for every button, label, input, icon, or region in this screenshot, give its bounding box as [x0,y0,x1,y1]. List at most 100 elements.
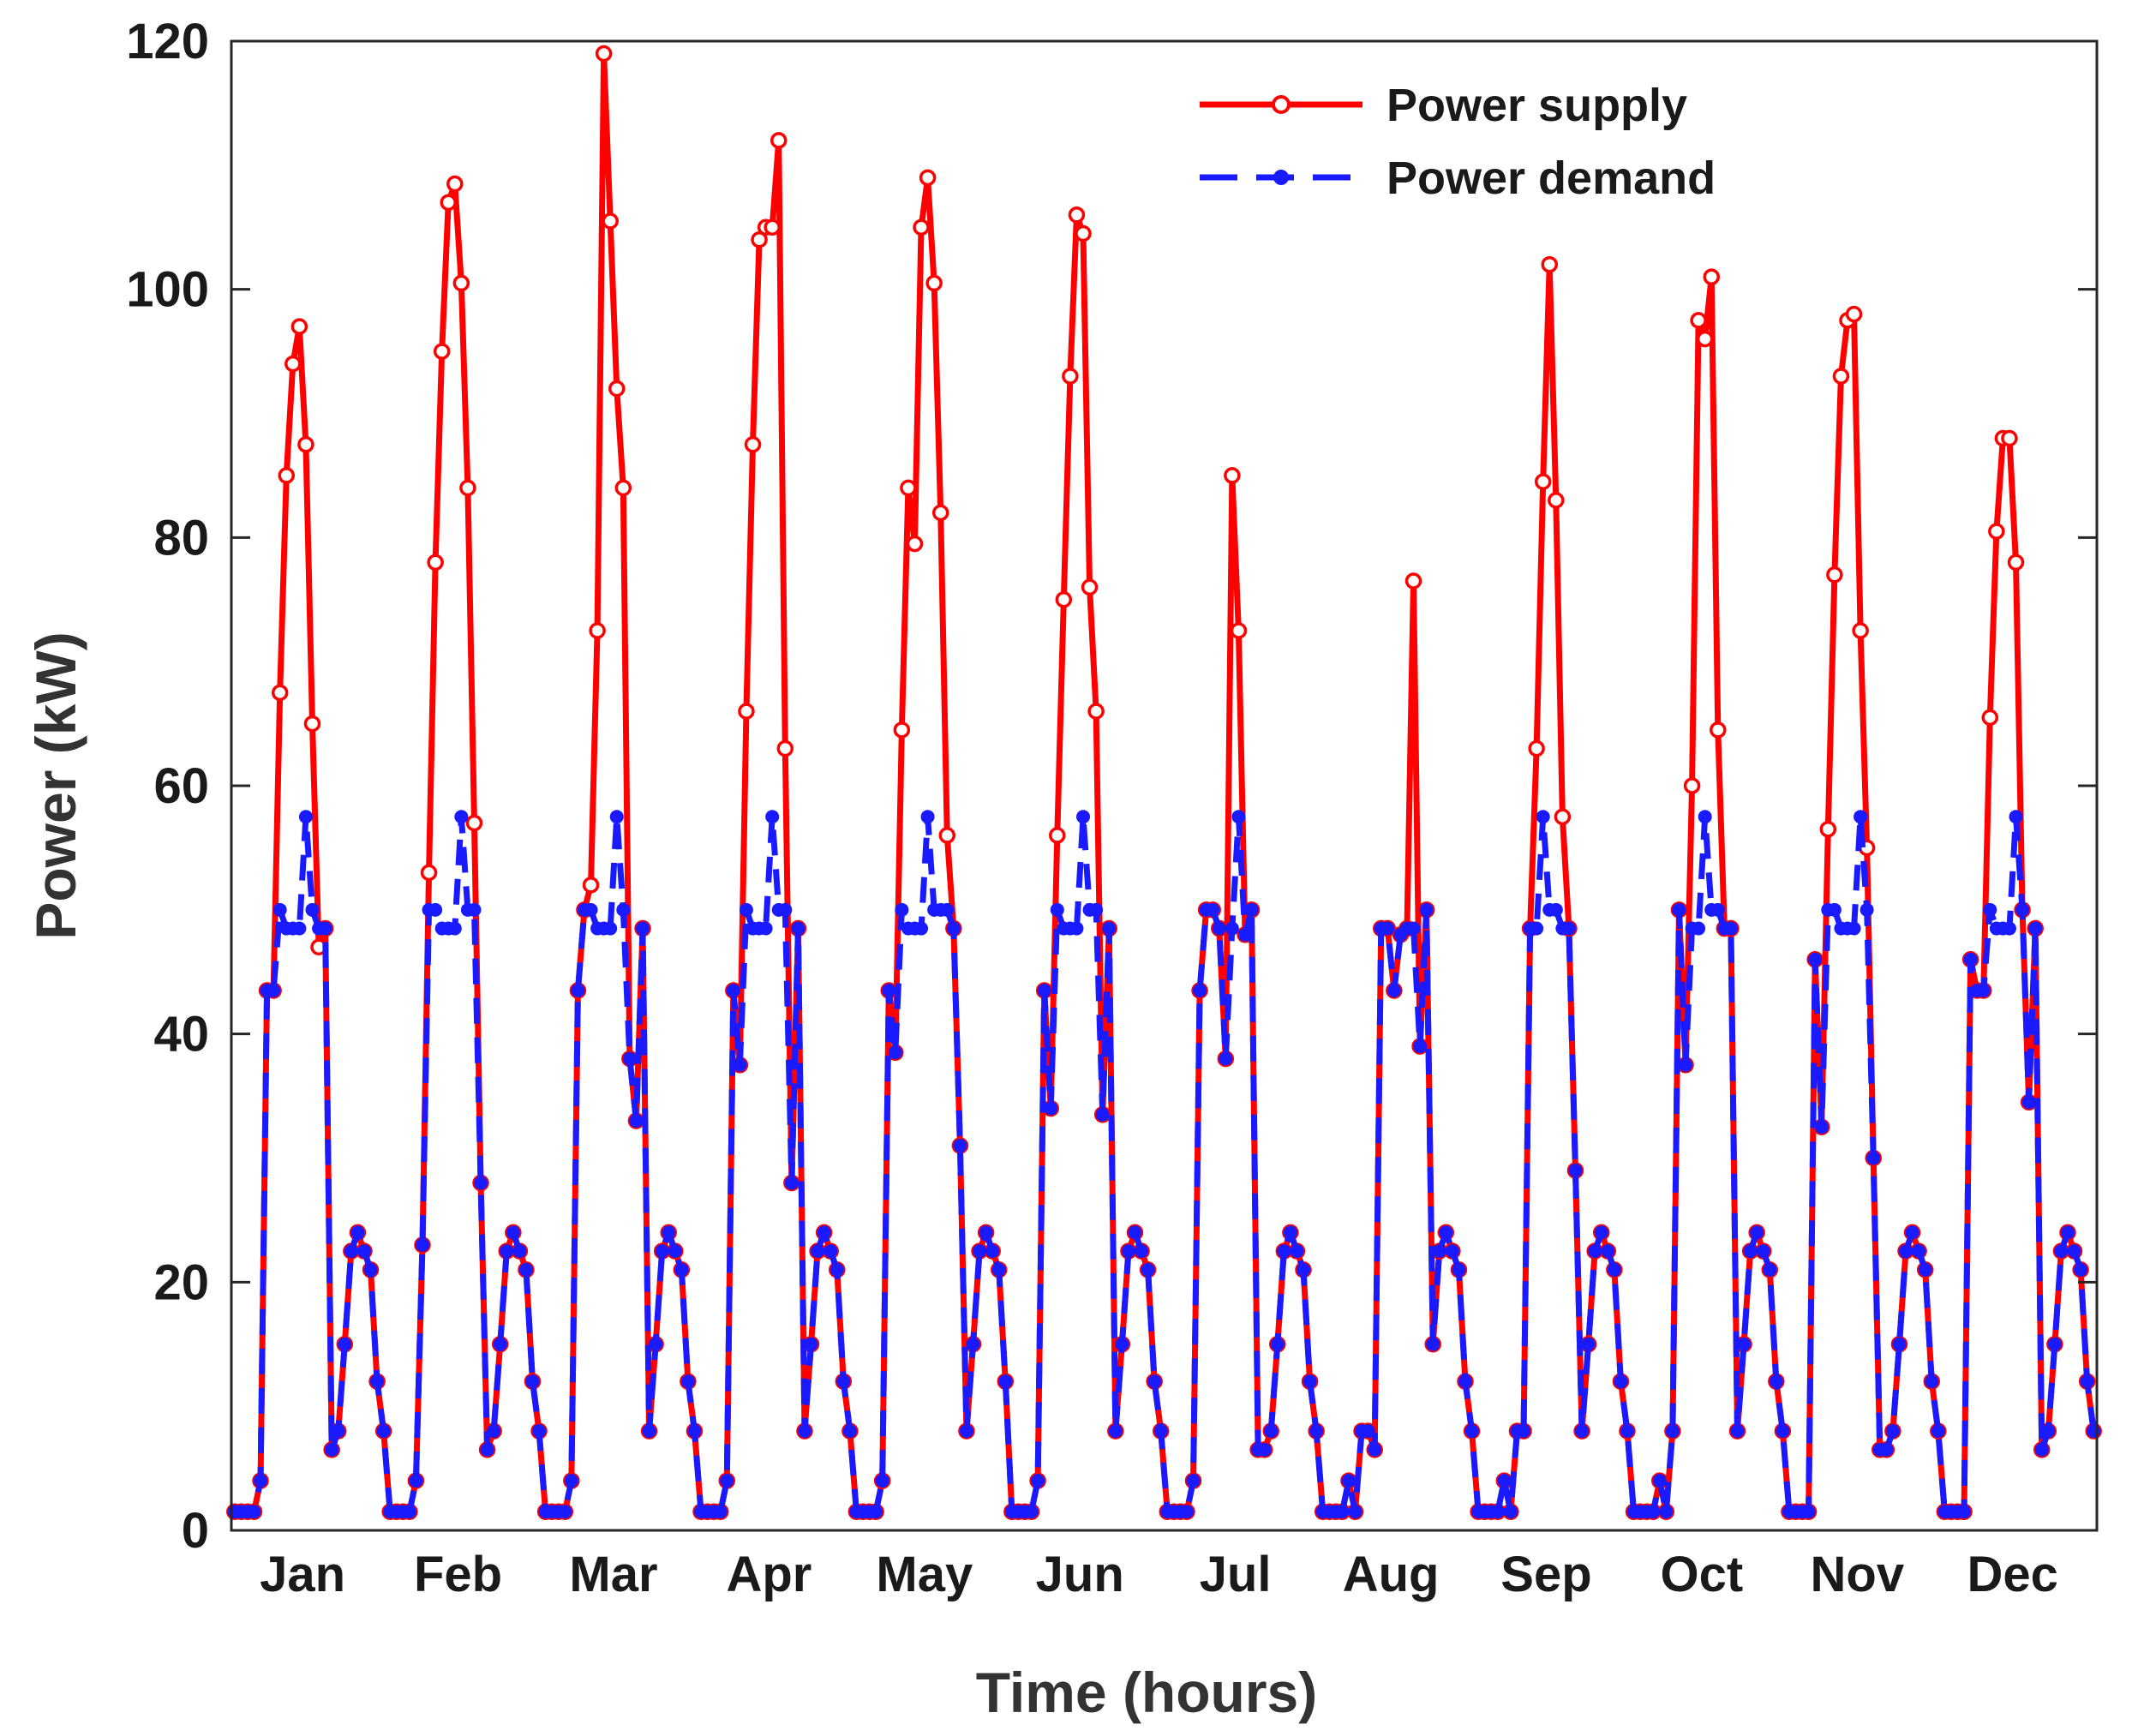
y-tick-label: 80 [153,510,209,566]
demand-point [272,902,287,917]
demand-point [1069,921,1084,936]
demand-point [1769,1374,1783,1389]
demand-point [1270,1337,1285,1351]
demand-point [1193,983,1207,997]
demand-point [1024,1505,1039,1519]
demand-point [1918,1262,1932,1277]
demand-point [1581,1337,1596,1351]
supply-point [1404,572,1422,590]
demand-point [979,1225,993,1240]
supply-point [893,721,911,739]
x-axis-title: Time (hours) [976,1661,1317,1724]
month-label-nov: Nov [1811,1547,1905,1602]
demand-point [1776,1424,1790,1439]
demand-point [1568,1163,1583,1177]
demand-point [875,1474,889,1488]
demand-point [1102,921,1117,936]
demand-point [765,810,780,824]
demand-point [525,1374,540,1389]
demand-point [428,902,443,917]
supply-point [1826,566,1843,584]
supply-point [2001,429,2018,447]
month-label-sep: Sep [1500,1547,1591,1602]
demand-point [1419,902,1434,917]
demand-point [247,1505,261,1519]
demand-point [998,1374,1013,1389]
supply-point [900,479,917,497]
demand-point [1860,902,1874,917]
demand-point [2015,902,2030,917]
demand-point [2028,921,2043,936]
demand-point [1698,810,1712,824]
demand-point [1257,1442,1272,1457]
demand-point [487,1424,501,1439]
demand-point [946,921,961,936]
supply-point [906,535,924,553]
supply-point [1819,820,1837,838]
supply-point [1081,578,1099,596]
demand-point [356,1244,371,1259]
demand-point [1646,1505,1661,1519]
supply-point [459,479,476,497]
supply-point [1087,703,1105,720]
demand-point [1885,1424,1900,1439]
demand-point [532,1424,547,1439]
supply-point [931,504,949,522]
demand-point [415,1237,429,1252]
demand-point [1925,1374,1939,1389]
demand-point [1335,1505,1350,1519]
demand-point [1801,1505,1816,1519]
demand-point [888,1045,902,1060]
supply-point [1062,368,1079,385]
demand-point [1614,1374,1628,1389]
demand-point [713,1505,728,1519]
month-label-jul: Jul [1200,1547,1272,1602]
demand-point [1957,1505,1972,1519]
supply-point [420,864,438,882]
demand-point [973,1244,987,1259]
demand-point [1730,1424,1745,1439]
demand-point [1445,1244,1459,1259]
demand-point [603,921,618,936]
demand-point [1976,983,1991,997]
demand-point [804,1337,818,1351]
demand-point [447,921,462,936]
demand-point [2054,1244,2069,1259]
demand-point [1406,921,1421,936]
demand-point [1536,810,1550,824]
supply-point [1541,255,1559,273]
supply-point [602,213,619,230]
demand-point [1548,902,1563,917]
supply-point [2007,554,2025,572]
supply-point [278,467,295,484]
supply-point [738,703,755,720]
demand-point [1659,1505,1674,1519]
supply-point [440,194,457,212]
supply-point [1049,827,1066,844]
demand-point [1737,1337,1752,1351]
demand-point [1380,921,1395,936]
month-label-jan: Jan [260,1547,345,1602]
demand-point [829,1262,844,1277]
demand-point [882,983,896,997]
x-axis: Jan Feb Mar Apr May Jun Jul Aug Sep Oct Nov Dec [260,1547,2058,1602]
demand-point [1464,1424,1479,1439]
demand-point [1212,921,1226,936]
legend-marker-demand [1273,170,1289,185]
series-layer [226,45,2102,1521]
demand-point [1147,1374,1162,1389]
month-label-oct: Oct [1661,1547,1744,1602]
demand-point [467,902,482,917]
demand-point [1710,902,1725,917]
demand-point [1108,1424,1123,1439]
demand-point [1561,921,1576,936]
supply-point [1690,312,1707,329]
demand-point [1652,1474,1667,1488]
demand-point [2067,1244,2081,1259]
demand-point [325,1442,339,1457]
plot-area [231,41,2097,1530]
power-demand-line [234,813,2097,1515]
demand-point [1135,1244,1149,1259]
supply-point [1683,777,1701,794]
